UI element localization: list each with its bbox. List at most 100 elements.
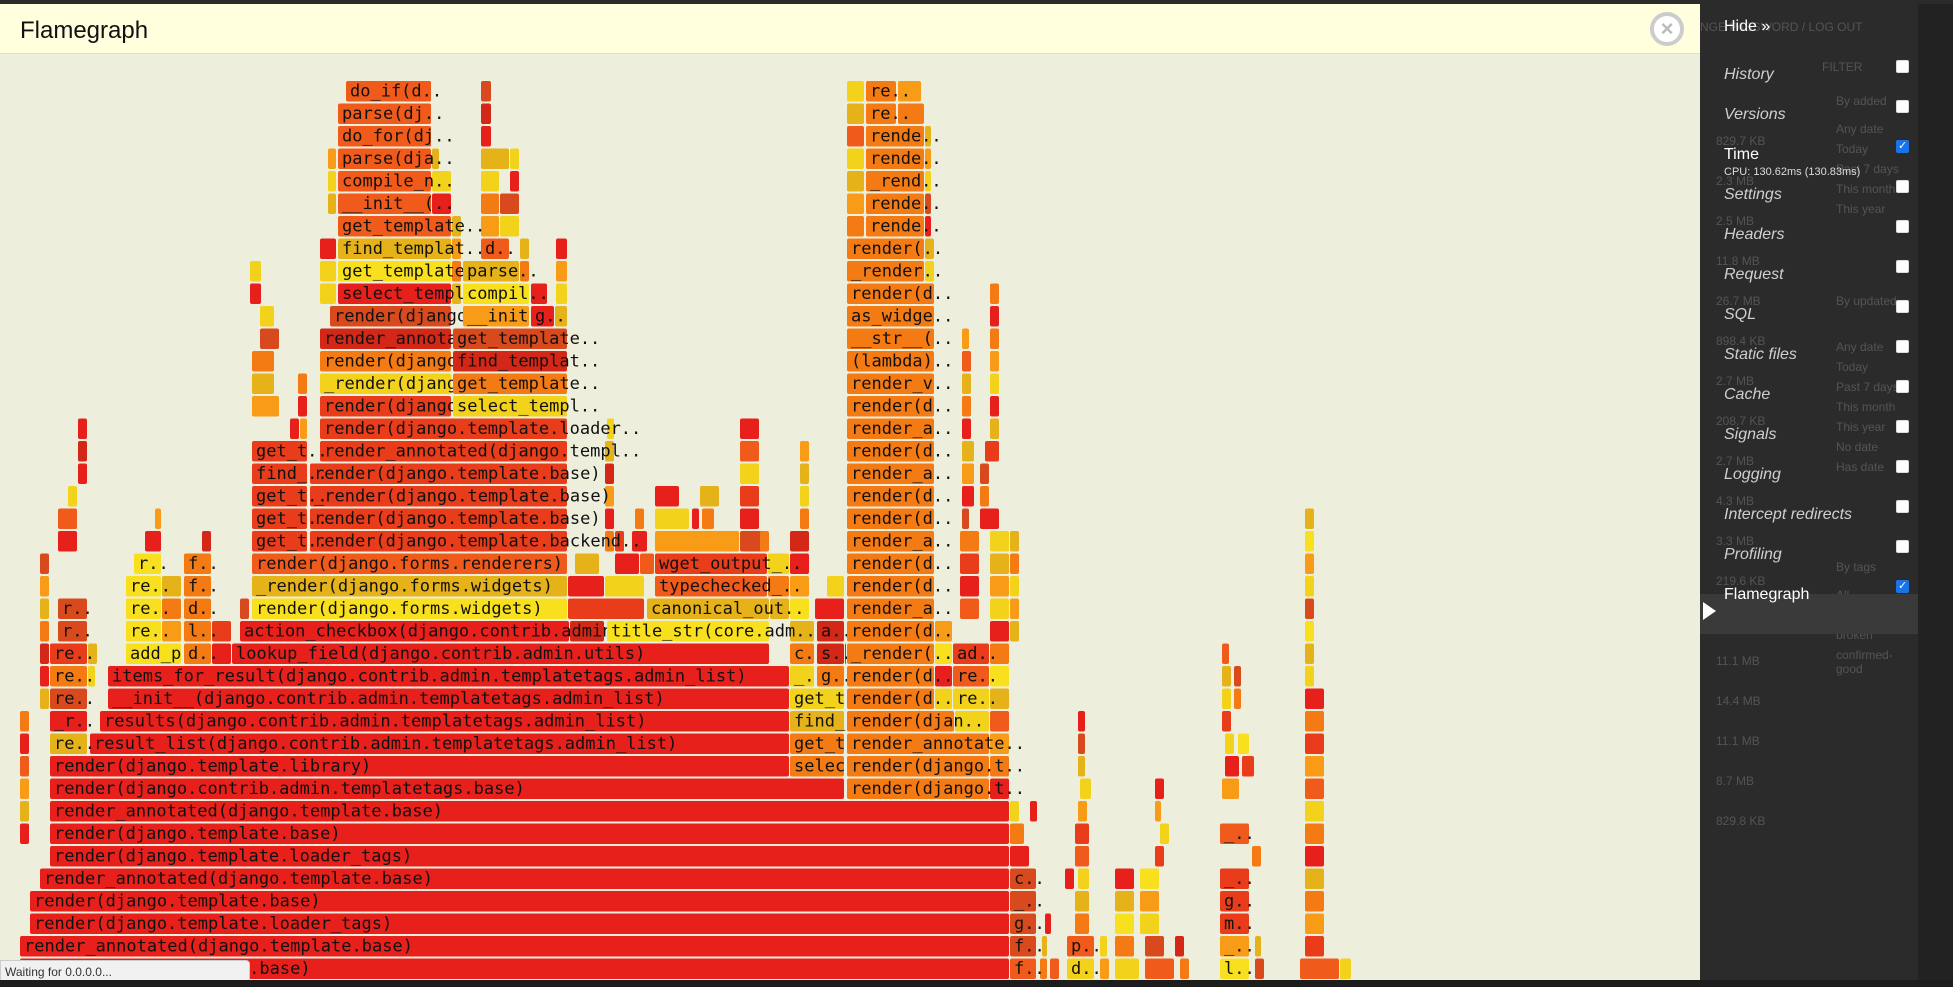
flame-frame[interactable] bbox=[338, 148, 431, 170]
flame-frame[interactable] bbox=[962, 508, 969, 530]
flame-frame[interactable] bbox=[635, 508, 644, 530]
flame-frame[interactable] bbox=[1080, 778, 1091, 800]
flame-frame[interactable] bbox=[990, 598, 1009, 620]
flame-frame[interactable] bbox=[847, 508, 934, 530]
flame-frame[interactable] bbox=[338, 238, 451, 260]
flame-frame[interactable] bbox=[1305, 531, 1314, 552]
flame-frame[interactable] bbox=[962, 441, 974, 462]
toolbar-toggle-checkbox[interactable] bbox=[1896, 380, 1909, 393]
flame-frame[interactable] bbox=[1222, 643, 1229, 665]
flame-frame[interactable] bbox=[1305, 846, 1324, 867]
flame-frame[interactable] bbox=[310, 508, 567, 530]
flame-frame[interactable] bbox=[1075, 913, 1089, 935]
flame-frame[interactable] bbox=[20, 711, 29, 732]
flame-frame[interactable] bbox=[990, 666, 1009, 687]
flame-frame[interactable] bbox=[1160, 823, 1169, 845]
flame-frame[interactable] bbox=[1234, 688, 1241, 710]
flame-frame[interactable] bbox=[1067, 958, 1094, 980]
flame-frame[interactable] bbox=[1067, 936, 1094, 957]
flame-frame[interactable] bbox=[338, 216, 451, 237]
flame-frame[interactable] bbox=[990, 283, 999, 305]
flame-frame[interactable] bbox=[240, 598, 249, 620]
flame-frame[interactable] bbox=[568, 598, 644, 620]
flame-frame[interactable] bbox=[1010, 621, 1019, 642]
flame-frame[interactable] bbox=[1010, 823, 1024, 845]
flame-frame[interactable] bbox=[481, 103, 491, 125]
flame-frame[interactable] bbox=[1010, 868, 1036, 890]
flame-frame[interactable] bbox=[452, 261, 461, 282]
flame-frame[interactable] bbox=[320, 441, 567, 462]
flame-frame[interactable] bbox=[847, 193, 864, 215]
toolbar-item-profiling[interactable]: Profiling bbox=[1724, 546, 1782, 563]
flame-frame[interactable] bbox=[1305, 666, 1314, 687]
flame-frame[interactable] bbox=[790, 576, 809, 597]
flame-frame[interactable] bbox=[1010, 801, 1019, 822]
flame-frame[interactable] bbox=[328, 171, 336, 192]
flame-frame[interactable] bbox=[866, 126, 924, 147]
flame-frame[interactable] bbox=[481, 216, 499, 237]
toolbar-item-cache[interactable]: Cache bbox=[1724, 386, 1771, 403]
flame-frame[interactable] bbox=[556, 261, 567, 282]
flame-frame[interactable] bbox=[847, 733, 989, 755]
flame-frame[interactable] bbox=[1222, 666, 1231, 687]
flame-frame[interactable] bbox=[320, 328, 451, 350]
flame-frame[interactable] bbox=[50, 823, 1009, 845]
toolbar-toggle-checkbox[interactable] bbox=[1896, 60, 1909, 73]
flame-frame[interactable] bbox=[990, 373, 999, 395]
flame-frame[interactable] bbox=[1305, 913, 1324, 935]
flame-frame[interactable] bbox=[20, 823, 29, 845]
flame-frame[interactable] bbox=[847, 283, 934, 305]
flame-frame[interactable] bbox=[790, 553, 809, 575]
flame-frame[interactable] bbox=[298, 373, 307, 395]
flame-frame[interactable] bbox=[847, 418, 934, 440]
flame-frame[interactable] bbox=[1305, 756, 1324, 777]
flame-frame[interactable] bbox=[962, 351, 971, 372]
flame-frame[interactable] bbox=[847, 373, 934, 395]
flame-frame[interactable] bbox=[1220, 891, 1249, 912]
flame-frame[interactable] bbox=[815, 598, 844, 620]
toolbar-item-versions[interactable]: Versions bbox=[1724, 106, 1786, 123]
flame-frame[interactable] bbox=[990, 711, 1009, 732]
flame-frame[interactable] bbox=[162, 598, 181, 620]
flame-frame[interactable] bbox=[58, 621, 87, 642]
flame-frame[interactable] bbox=[847, 81, 864, 102]
flame-frame[interactable] bbox=[126, 598, 161, 620]
toolbar-toggle-checkbox[interactable] bbox=[1896, 500, 1909, 513]
flame-frame[interactable] bbox=[985, 441, 999, 462]
flame-frame[interactable] bbox=[320, 351, 451, 372]
flame-frame[interactable] bbox=[212, 643, 231, 665]
flame-frame[interactable] bbox=[866, 148, 924, 170]
flame-frame[interactable] bbox=[1305, 823, 1324, 845]
toolbar-toggle-checkbox[interactable] bbox=[1896, 420, 1909, 433]
flame-frame[interactable] bbox=[1040, 958, 1047, 980]
flame-frame[interactable] bbox=[338, 283, 451, 305]
flame-frame[interactable] bbox=[800, 486, 809, 507]
flame-frame[interactable] bbox=[847, 688, 934, 710]
flame-frame[interactable] bbox=[90, 733, 789, 755]
flame-frame[interactable] bbox=[453, 351, 567, 372]
flame-frame[interactable] bbox=[990, 733, 1009, 755]
flame-frame[interactable] bbox=[768, 576, 789, 597]
flame-frame[interactable] bbox=[990, 643, 1009, 665]
flame-frame[interactable] bbox=[126, 621, 161, 642]
flame-frame[interactable] bbox=[990, 328, 999, 350]
flame-frame[interactable] bbox=[155, 508, 161, 530]
flame-frame[interactable] bbox=[847, 126, 864, 147]
flame-frame[interactable] bbox=[605, 576, 644, 597]
flame-frame[interactable] bbox=[990, 553, 1009, 575]
flame-frame[interactable] bbox=[232, 643, 769, 665]
flame-frame[interactable] bbox=[980, 463, 989, 485]
flame-frame[interactable] bbox=[40, 643, 49, 665]
flame-frame[interactable] bbox=[481, 148, 509, 170]
flame-frame[interactable] bbox=[1252, 846, 1261, 867]
flame-frame[interactable] bbox=[40, 868, 1009, 890]
flame-frame[interactable] bbox=[1145, 936, 1164, 957]
toolbar-toggle-checkbox[interactable] bbox=[1896, 180, 1909, 193]
flame-frame[interactable] bbox=[20, 778, 29, 800]
flame-frame[interactable] bbox=[847, 171, 864, 192]
flame-frame[interactable] bbox=[184, 576, 211, 597]
flame-frame[interactable] bbox=[555, 306, 567, 327]
flame-frame[interactable] bbox=[990, 576, 1009, 597]
flame-frame[interactable] bbox=[847, 238, 924, 260]
flame-frame[interactable] bbox=[1010, 936, 1036, 957]
